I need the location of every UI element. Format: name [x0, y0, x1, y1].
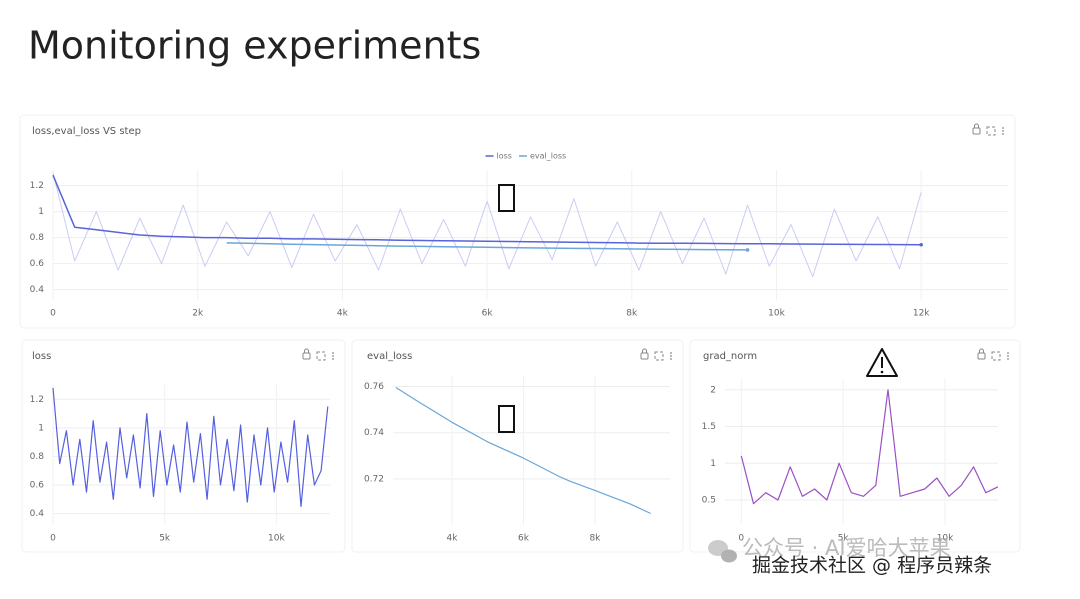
legend-label: eval_loss — [530, 152, 566, 161]
x-tick-label: 6k — [518, 534, 530, 544]
end-dot — [745, 248, 750, 252]
page-title: Monitoring experiments — [28, 24, 481, 68]
warning-icon — [866, 348, 898, 377]
wechat-icon — [708, 540, 737, 563]
lock-icon — [304, 348, 309, 353]
menu-icon — [670, 352, 672, 354]
y-tick-label: 1.2 — [30, 395, 44, 405]
lock-icon — [974, 123, 979, 128]
menu-icon — [1002, 130, 1004, 132]
series-line — [740, 389, 999, 505]
menu-icon — [1007, 352, 1009, 354]
x-tick-label: 12k — [913, 309, 930, 319]
lock-icon — [302, 352, 311, 360]
y-tick-label: 2 — [710, 385, 716, 395]
series-line — [395, 386, 651, 515]
x-tick-label: 5k — [159, 534, 171, 544]
y-tick-label: 0.5 — [702, 496, 716, 506]
lock-icon — [979, 348, 984, 353]
menu-icon — [670, 355, 672, 357]
x-tick-label: 8k — [626, 309, 638, 319]
x-tick-label: 8k — [589, 534, 601, 544]
y-tick-label: 0.74 — [364, 428, 384, 438]
y-tick-label: 0.4 — [30, 509, 45, 519]
raw-line — [52, 172, 922, 278]
series-line — [52, 387, 329, 507]
x-tick-label: 4k — [446, 534, 458, 544]
panel — [351, 339, 684, 553]
expand-icon — [316, 351, 326, 361]
x-tick-label: 0 — [50, 309, 56, 319]
lock-icon — [972, 127, 981, 135]
expand-icon — [986, 126, 996, 136]
expand-icon — [991, 351, 1001, 361]
expand-icon — [654, 351, 664, 361]
y-tick-label: 1 — [38, 423, 44, 433]
y-tick-label: 1 — [38, 207, 44, 217]
series-line — [226, 242, 748, 251]
panel-title: grad_norm — [703, 351, 757, 362]
y-tick-label: 0.6 — [30, 481, 45, 491]
panel-title: loss — [32, 351, 51, 362]
panel-title: loss,eval_loss VS step — [32, 126, 141, 137]
y-tick-label: 0.8 — [30, 452, 45, 462]
series-line — [52, 174, 922, 246]
end-dot — [919, 242, 923, 247]
panel-title: eval_loss — [367, 351, 412, 362]
charts: loss,eval_loss VS step 0.4 0.6 0.8 1 1.2 0 2k 4k… — [19, 114, 1021, 553]
watermark: 公众号 · AI爱哈大苹果 — [742, 536, 951, 560]
x-tick-label: 10k — [268, 534, 285, 544]
y-tick-label: 0.72 — [364, 474, 384, 484]
watermark: 掘金技术社区 @ 程序员辣条 — [752, 555, 992, 577]
y-tick-label: 1.2 — [30, 181, 44, 191]
menu-icon — [332, 355, 334, 357]
menu-icon — [1002, 133, 1004, 135]
y-tick-label: 1 — [710, 459, 716, 469]
menu-icon — [1002, 127, 1004, 129]
y-tick-label: 0.4 — [30, 285, 45, 295]
y-tick-label: 0.6 — [30, 259, 45, 269]
x-tick-label: 10k — [768, 309, 785, 319]
menu-icon — [1007, 355, 1009, 357]
placeholder-glyph — [498, 405, 515, 433]
lock-icon — [640, 352, 649, 360]
lock-icon — [642, 348, 647, 353]
x-tick-label: 0 — [738, 534, 744, 544]
menu-icon — [670, 358, 672, 360]
panel — [21, 339, 346, 553]
placeholder-glyph — [498, 184, 515, 212]
x-tick-label: 10k — [937, 534, 954, 544]
x-tick-label: 2k — [192, 309, 204, 319]
panel — [19, 114, 1016, 329]
menu-icon — [332, 358, 334, 360]
x-tick-label: 6k — [482, 309, 494, 319]
lock-icon — [977, 352, 986, 360]
y-tick-label: 1.5 — [702, 422, 716, 432]
panel — [689, 339, 1021, 553]
menu-icon — [1007, 358, 1009, 360]
x-tick-label: 4k — [337, 309, 349, 319]
y-tick-label: 0.8 — [30, 233, 45, 243]
x-tick-label: 0 — [50, 534, 56, 544]
menu-icon — [332, 352, 334, 354]
x-tick-label: 5k — [838, 534, 850, 544]
legend-label: loss — [497, 152, 512, 161]
y-tick-label: 0.76 — [364, 382, 384, 392]
